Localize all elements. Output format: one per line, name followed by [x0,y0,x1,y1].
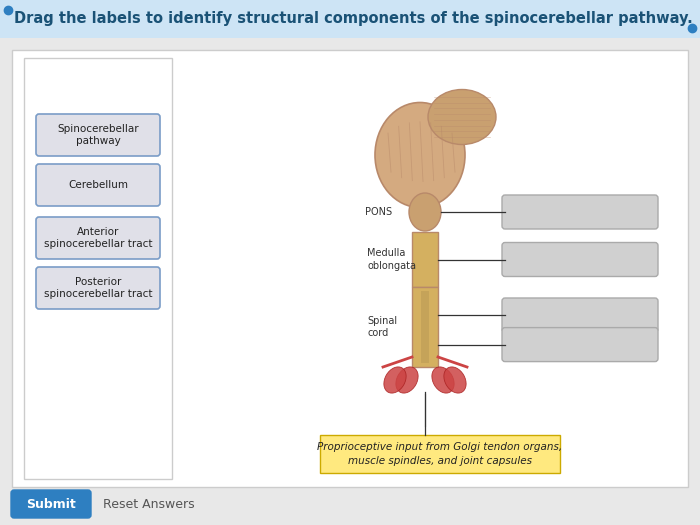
Ellipse shape [444,367,466,393]
Bar [412,287,438,367]
Bar [412,232,438,287]
FancyBboxPatch shape [502,328,658,362]
Ellipse shape [409,193,441,231]
Text: PONS: PONS [365,207,392,217]
Text: Spinocerebellar
pathway: Spinocerebellar pathway [57,124,139,146]
FancyBboxPatch shape [36,164,160,206]
Text: Spinal
cord: Spinal cord [367,316,397,338]
Text: Submit: Submit [26,498,76,510]
Ellipse shape [432,367,454,393]
Text: Proprioceptive input from Golgi tendon organs,
muscle spindles, and joint capsul: Proprioceptive input from Golgi tendon o… [317,443,563,466]
FancyBboxPatch shape [36,267,160,309]
FancyBboxPatch shape [36,217,160,259]
Text: Cerebellum: Cerebellum [68,180,128,190]
FancyBboxPatch shape [502,243,658,277]
Text: Posterior
spinocerebellar tract: Posterior spinocerebellar tract [43,277,153,299]
Text: Medulla
oblongata: Medulla oblongata [367,248,416,271]
Bar [24,58,172,479]
Ellipse shape [428,89,496,144]
FancyBboxPatch shape [502,298,658,332]
Ellipse shape [384,367,406,393]
Bar [12,50,688,487]
Text: Anterior
spinocerebellar tract: Anterior spinocerebellar tract [43,227,153,249]
Ellipse shape [375,102,465,207]
Text: Drag the labels to identify structural components of the spinocerebellar pathway: Drag the labels to identify structural c… [14,12,693,26]
Bar [0,0,700,38]
FancyBboxPatch shape [502,195,658,229]
Text: Reset Answers: Reset Answers [103,498,195,510]
Ellipse shape [396,367,418,393]
Bar [421,291,429,363]
FancyBboxPatch shape [36,114,160,156]
FancyBboxPatch shape [11,490,91,518]
Bar [320,435,560,473]
